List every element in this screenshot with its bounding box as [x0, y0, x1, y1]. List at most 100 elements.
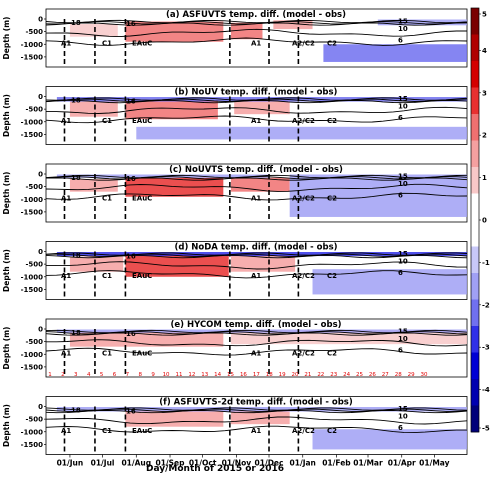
- colorbar-segment: [471, 220, 479, 247]
- y-tick-label: -1000: [21, 196, 44, 204]
- section-label: C2: [327, 272, 337, 280]
- x-tick-label: 01/Apr: [388, 459, 416, 468]
- y-tick-label: 0: [38, 403, 43, 411]
- isotherm-line: [45, 192, 468, 201]
- section-label: C1: [102, 117, 112, 125]
- isotherm-line: [45, 425, 467, 434]
- isotherm-line: [45, 98, 468, 102]
- x-tick-label: 01/Mar: [353, 459, 383, 468]
- section-label: C1: [102, 195, 112, 203]
- isotherm-label-16: 16: [126, 330, 136, 338]
- colorbar-segment: [471, 8, 479, 35]
- isotherm-line: [45, 254, 468, 259]
- isotherm-line: [45, 252, 468, 256]
- isotherm-label-16: 16: [126, 20, 136, 28]
- section-label: A2/C2: [292, 40, 315, 48]
- isotherm-label-16: 16: [126, 253, 136, 261]
- isotherm-label-10: 10: [398, 25, 408, 33]
- isotherm-label-18: 18: [71, 251, 81, 259]
- isotherm-label-18: 18: [71, 406, 81, 414]
- transect-label: 6: [113, 372, 117, 378]
- y-tick-label: 0: [38, 171, 43, 179]
- isotherm-label-15: 15: [398, 95, 408, 103]
- y-tick-label: -500: [25, 338, 43, 346]
- transect-label: 30: [421, 372, 428, 378]
- colorbar-tick-label: -1: [482, 259, 490, 267]
- colorbar-segment: [471, 61, 479, 88]
- isotherm-label-15: 15: [398, 405, 408, 413]
- section-label: A1: [251, 40, 261, 48]
- x-tick-label: 01/May: [419, 459, 449, 468]
- panel-title: (f) ASFUVTS-2d temp. diff. (model - obs): [159, 398, 353, 408]
- section-label: C2: [327, 427, 337, 435]
- section-label: A2/C2: [292, 427, 315, 435]
- colorbar-tick-label: -5: [482, 425, 490, 433]
- y-axis-label: Depth (m): [2, 17, 11, 60]
- y-axis-label: Depth (m): [2, 94, 11, 137]
- x-axis-label: Day/Month of 2015 or 2016: [146, 464, 284, 474]
- isotherm-label-15: 15: [398, 250, 408, 258]
- section-label: C2: [327, 40, 337, 48]
- section-label: A2/C2: [292, 350, 315, 358]
- isotherm-line: [45, 37, 468, 46]
- isotherm-label-10: 10: [398, 180, 408, 188]
- y-tick-label: -1500: [21, 441, 44, 449]
- transect-label: 10: [163, 372, 170, 378]
- y-tick-label: -500: [25, 183, 43, 191]
- isotherm-label-18: 18: [71, 19, 81, 27]
- transect-label: 18: [266, 372, 273, 378]
- isotherm-label-15: 15: [398, 328, 408, 336]
- transect-label: 11: [175, 372, 182, 378]
- x-tick-label: 01/Oct: [189, 459, 217, 468]
- colorbar-tick-label: 1: [482, 174, 487, 182]
- colorbar-segment: [471, 114, 479, 141]
- diff-region-1: [125, 410, 224, 427]
- transect-label: 9: [151, 372, 155, 378]
- transect-label: 8: [139, 372, 143, 378]
- diff-region-2: [69, 179, 118, 192]
- section-label: A1: [61, 350, 71, 358]
- section-label: A1: [61, 427, 71, 435]
- y-tick-label: -1000: [21, 273, 44, 281]
- y-tick-label: 0: [38, 93, 43, 101]
- colorbar-segment: [471, 299, 479, 327]
- transect-label: 28: [395, 372, 402, 378]
- y-tick-label: 0: [38, 248, 43, 256]
- colorbar-tick-label: -4: [482, 386, 490, 394]
- section-label: C2: [327, 350, 337, 358]
- section-label: EAuC: [132, 350, 152, 358]
- colorbar-tick-label: -3: [482, 344, 490, 352]
- section-label: A1: [61, 40, 71, 48]
- transect-label: 4: [87, 372, 91, 378]
- y-tick-label: -1000: [21, 351, 44, 359]
- panel-title: (c) NoUVTS temp. diff. (model - obs): [169, 165, 343, 175]
- isotherm-label-18: 18: [71, 174, 81, 182]
- x-tick-label: 01/Jul: [91, 459, 115, 468]
- colorbar-segment: [471, 326, 479, 353]
- y-tick-label: -500: [25, 261, 43, 269]
- section-label: C2: [327, 117, 337, 125]
- colorbar-tick-label: 2: [482, 132, 487, 140]
- isotherm-label-6: 6: [398, 424, 403, 432]
- isotherm-label-6: 6: [398, 114, 403, 122]
- y-tick-label: 0: [38, 326, 43, 334]
- diff-region-1: [69, 331, 224, 347]
- section-label: A2/C2: [292, 195, 315, 203]
- section-label: C2: [327, 195, 337, 203]
- isotherm-line: [45, 115, 468, 124]
- x-tick-label: 01/Jan: [290, 459, 316, 468]
- section-label: EAuC: [132, 195, 152, 203]
- isotherm-label-6: 6: [398, 191, 403, 199]
- y-tick-label: -500: [25, 28, 43, 36]
- transect-label: 26: [369, 372, 376, 378]
- isotherm-line: [45, 347, 468, 356]
- section-label: C1: [102, 272, 112, 280]
- colorbar-segment: [471, 352, 479, 380]
- colorbar-segment: [471, 193, 479, 221]
